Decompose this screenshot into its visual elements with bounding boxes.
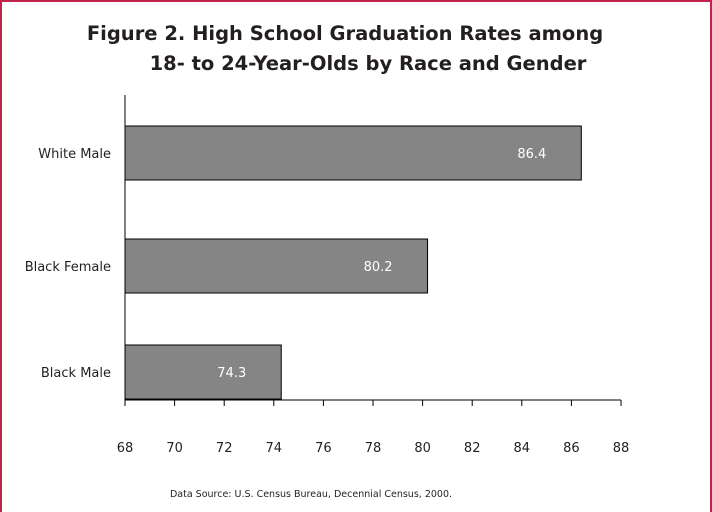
category-label-white-male: White Male <box>38 147 111 162</box>
x-tick-label-72: 72 <box>216 441 233 456</box>
chart-title-line-1: Figure 2. High School Graduation Rates a… <box>87 22 603 45</box>
data-label-black-female: 80.2 <box>364 260 393 275</box>
chart-title-line-2: 18- to 24-Year-Olds by Race and Gender <box>150 52 587 75</box>
bar-group <box>124 125 582 400</box>
x-tick-label-78: 78 <box>365 441 382 456</box>
category-label-black-female: Black Female <box>25 260 111 275</box>
x-tick-label-80: 80 <box>414 441 431 456</box>
data-source-note: Data Source: U.S. Census Bureau, Decenni… <box>170 489 452 500</box>
data-label-black-male: 74.3 <box>217 366 246 381</box>
bar-black-male <box>124 344 282 400</box>
x-axis-ticks: 68 70 72 74 76 78 80 82 84 86 88 <box>117 400 630 456</box>
x-tick-label-84: 84 <box>514 441 531 456</box>
bar-black-female <box>124 238 429 294</box>
x-tick-label-68: 68 <box>117 441 134 456</box>
category-labels: White Male Black Female Black Male <box>25 147 111 381</box>
x-tick-label-86: 86 <box>563 441 580 456</box>
x-tick-label-76: 76 <box>315 441 332 456</box>
category-label-black-male: Black Male <box>41 366 111 381</box>
bar-white-male <box>124 125 582 181</box>
data-label-white-male: 86.4 <box>517 147 546 162</box>
data-labels: 86.4 80.2 74.3 <box>217 147 546 381</box>
x-tick-label-88: 88 <box>613 441 630 456</box>
x-tick-label-74: 74 <box>266 441 283 456</box>
x-tick-label-82: 82 <box>464 441 481 456</box>
x-tick-label-70: 70 <box>166 441 183 456</box>
